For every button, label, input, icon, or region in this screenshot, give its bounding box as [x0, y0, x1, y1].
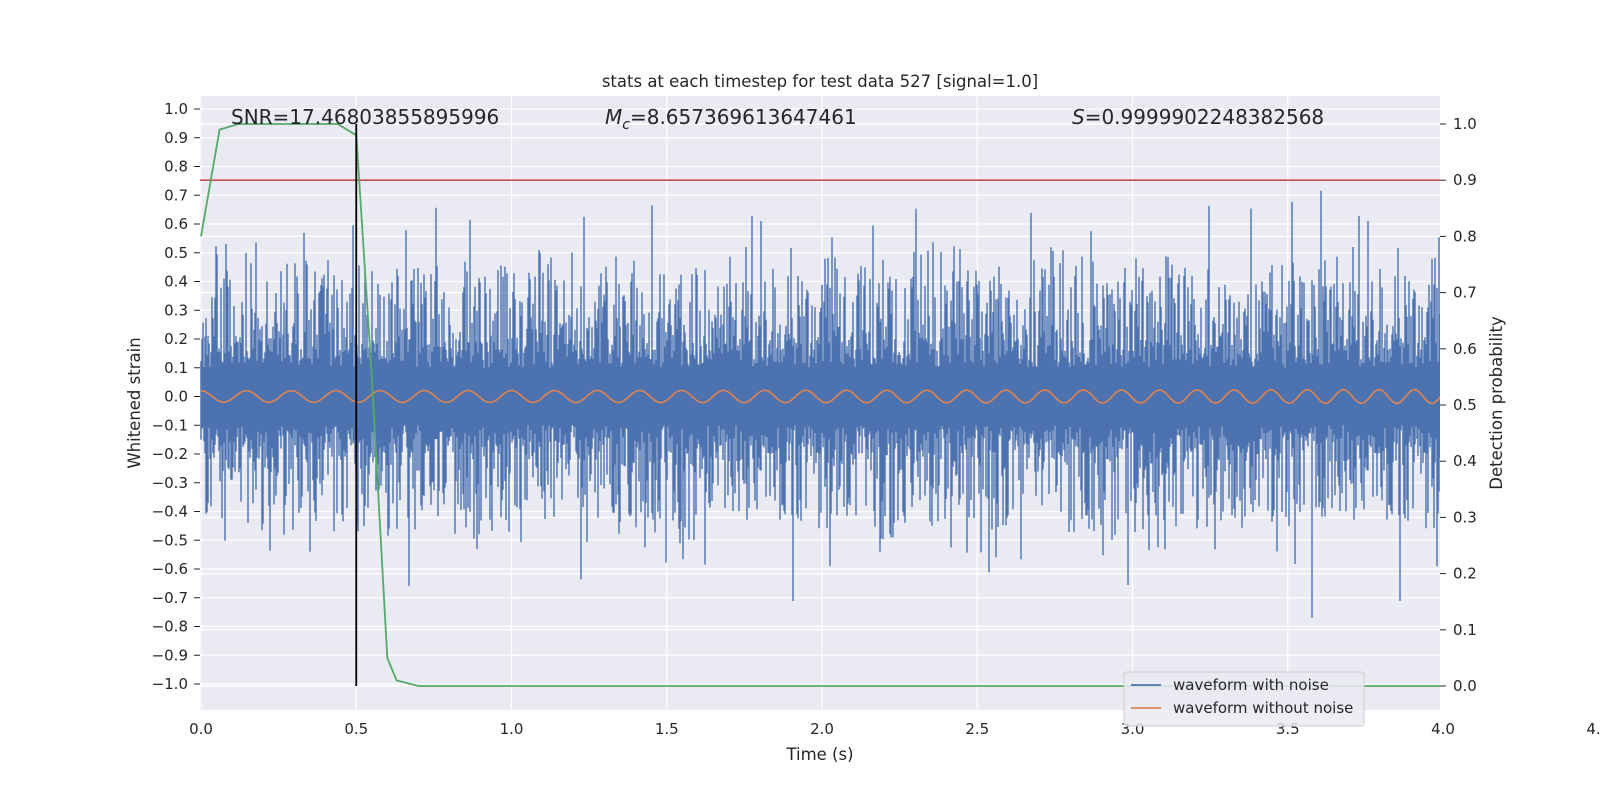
y2-axis-label: Detection probability — [1487, 316, 1506, 490]
y2-tick-label: 1.0 — [1453, 115, 1477, 133]
annotation-mc-symbol: M — [605, 105, 622, 129]
plot-content — [200, 123, 1440, 687]
y-tick-label: 0.0 — [164, 388, 188, 406]
y2-tick-label: 0.4 — [1453, 452, 1477, 470]
y2-axis-ticks: 1.0 0.9 0.8 0.7 0.6 0.5 0.4 0.3 0.2 0.1 0.0 — [1440, 115, 1477, 695]
y-tick-label: −0.5 — [152, 531, 188, 549]
annotation-mc-subscript: c — [622, 117, 630, 133]
y-tick-label: 0.1 — [164, 359, 188, 377]
x-tick-label: 0.5 — [344, 720, 368, 738]
y2-tick-label: 0.1 — [1453, 621, 1477, 639]
x-tick-label: 4.5 — [1586, 720, 1600, 738]
y-tick-label: −0.6 — [152, 560, 188, 578]
annotation-mc: Mc=8.657369613647461 — [605, 105, 857, 133]
y2-tick-label: 0.9 — [1453, 171, 1477, 189]
x-axis-label: Time (s) — [785, 745, 853, 764]
y-tick-label: 0.3 — [164, 301, 188, 319]
annotation-s-value: =0.9999902248382568 — [1085, 105, 1324, 129]
chart-title: stats at each timestep for test data 527… — [602, 72, 1038, 91]
y-tick-label: 0.4 — [164, 273, 188, 291]
legend: waveform with noise waveform without noi… — [1123, 671, 1365, 727]
y-tick-label: −0.1 — [152, 416, 188, 434]
y-tick-label: −0.8 — [152, 618, 188, 636]
annotation-snr: SNR=17.46803855895996 — [231, 105, 499, 129]
y2-tick-label: 0.0 — [1453, 677, 1477, 695]
annotation-mc-value: =8.657369613647461 — [630, 105, 857, 129]
y2-tick-label: 0.2 — [1453, 565, 1477, 583]
y-tick-label: 1.0 — [164, 100, 188, 118]
x-tick-label: 2.0 — [810, 720, 834, 738]
x-tick-label: 0.0 — [189, 720, 213, 738]
legend-label-clean: waveform without noise — [1173, 699, 1353, 717]
x-tick-label: 4.0 — [1431, 720, 1455, 738]
y-tick-label: 0.9 — [164, 129, 188, 147]
y-axis-label: Whitened strain — [125, 337, 144, 468]
x-axis-ticks: 0.00.51.01.52.02.53.03.54.04.55.05.56.06… — [189, 720, 1600, 738]
x-tick-label: 1.0 — [500, 720, 524, 738]
y-tick-label: 0.8 — [164, 158, 188, 176]
x-tick-label: 2.5 — [965, 720, 989, 738]
y2-tick-label: 0.7 — [1453, 284, 1477, 302]
y-tick-label: 0.6 — [164, 215, 188, 233]
y2-tick-label: 0.8 — [1453, 227, 1477, 245]
annotation-s: S=0.9999902248382568 — [1072, 105, 1324, 129]
y-tick-label: −0.4 — [152, 503, 188, 521]
y-tick-label: −1.0 — [152, 675, 188, 693]
y-tick-label: 0.2 — [164, 330, 188, 348]
y-tick-label: 0.5 — [164, 244, 188, 262]
vertical-markers — [355, 124, 358, 686]
series-detection-probability — [200, 123, 1440, 687]
y2-tick-label: 0.3 — [1453, 508, 1477, 526]
y2-tick-label: 0.6 — [1453, 340, 1477, 358]
legend-label-noise: waveform with noise — [1173, 676, 1329, 694]
y-tick-label: 0.7 — [164, 186, 188, 204]
y-tick-label: −0.7 — [152, 589, 188, 607]
y-axis-ticks: 1.0 0.9 0.8 0.7 0.6 0.5 0.4 0.3 0.2 0.1 0.0 −0.1 −0.… — [152, 100, 200, 693]
series-waveform-without-noise — [201, 388, 1440, 405]
legend-box — [1123, 671, 1365, 727]
y-tick-label: −0.9 — [152, 646, 188, 664]
y2-tick-label: 0.5 — [1453, 396, 1477, 414]
y-tick-label: −0.2 — [152, 445, 188, 463]
y-tick-label: −0.3 — [152, 474, 188, 492]
x-tick-label: 1.5 — [655, 720, 679, 738]
annotation-s-symbol: S — [1072, 105, 1085, 129]
